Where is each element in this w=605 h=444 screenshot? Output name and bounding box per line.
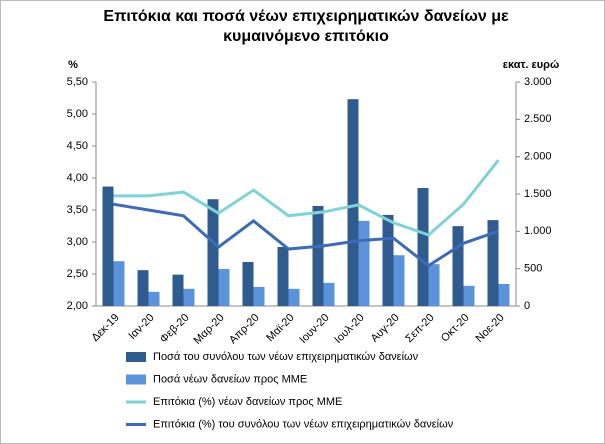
y-tick-label: 5,00 <box>67 108 88 120</box>
chart-title: Επιτόκια και ποσά νέων επιχειρηματικών δ… <box>103 8 509 45</box>
legend-swatch <box>126 352 146 362</box>
y2-tick-label: 2.500 <box>524 113 552 125</box>
y2-tick-label: 1.500 <box>524 188 552 200</box>
bar <box>452 226 464 306</box>
y2-tick-label: 3.000 <box>524 76 552 88</box>
x-tick-label: Δεκ-19 <box>89 312 121 344</box>
bar <box>428 264 440 306</box>
y-tick-label: 2,50 <box>67 268 88 280</box>
x-tick-label: Μαρ-20 <box>192 312 227 347</box>
bar <box>102 186 114 306</box>
y-tick-label: 4,00 <box>67 172 88 184</box>
bar <box>382 214 394 306</box>
bar <box>148 291 160 306</box>
bar <box>253 286 265 306</box>
x-tick-label: Ιουλ-20 <box>332 312 366 346</box>
legend-swatch <box>126 374 146 385</box>
x-tick-label: Ιουν-20 <box>297 312 331 346</box>
y-axis-label: % <box>68 59 78 71</box>
x-tick-label: Μαϊ-20 <box>264 312 296 344</box>
bar <box>218 269 230 306</box>
bar <box>417 188 429 306</box>
bar <box>358 220 370 306</box>
y2-tick-label: 2.000 <box>524 151 552 163</box>
bar <box>347 99 359 306</box>
bar <box>207 199 219 306</box>
legend-label: Επιτόκια (%) νέων δανείων προς ΜΜΕ <box>153 396 342 408</box>
x-tick-label: Οκτ-20 <box>439 312 472 345</box>
y-tick-label: 5,50 <box>67 76 88 88</box>
legend-label: Ποσά νέων δανείων προς ΜΜΕ <box>153 373 307 385</box>
line <box>113 159 500 237</box>
y-tick-label: 3,50 <box>67 204 88 216</box>
bar <box>498 283 510 306</box>
y-tick-label: 4,50 <box>67 140 88 152</box>
bar <box>323 282 335 306</box>
y2-tick-label: 500 <box>524 263 542 275</box>
y2-tick-label: 1.000 <box>524 225 552 237</box>
x-tick-label: Αυγ-20 <box>369 312 402 345</box>
bar <box>113 261 125 306</box>
x-tick-label: Ιαν-20 <box>126 312 156 342</box>
bar <box>172 274 184 306</box>
y2-axis-label: εκατ. ευρώ <box>503 59 560 71</box>
bar <box>393 255 405 306</box>
bar <box>183 288 195 306</box>
x-tick-label: Φεβ-20 <box>158 312 192 346</box>
bar <box>242 261 254 306</box>
bar <box>312 205 324 306</box>
legend-label: Επιτόκια (%) του συνόλου των νέων επιχει… <box>153 418 454 430</box>
x-tick-label: Νοε-20 <box>474 312 507 345</box>
bar <box>277 247 289 306</box>
y2-tick-label: 0 <box>524 300 530 312</box>
line <box>113 202 499 268</box>
legend-label: Ποσά του συνόλου των νέων επιχειρηματικώ… <box>153 351 419 363</box>
x-tick-label: Απρ-20 <box>227 312 262 347</box>
y-tick-label: 3,00 <box>67 236 88 248</box>
x-tick-label: Σεπ-20 <box>403 312 436 345</box>
bar <box>137 270 149 306</box>
bar <box>463 285 475 306</box>
y-tick-label: 2,00 <box>67 300 88 312</box>
bar <box>288 288 300 306</box>
bar <box>487 220 499 306</box>
